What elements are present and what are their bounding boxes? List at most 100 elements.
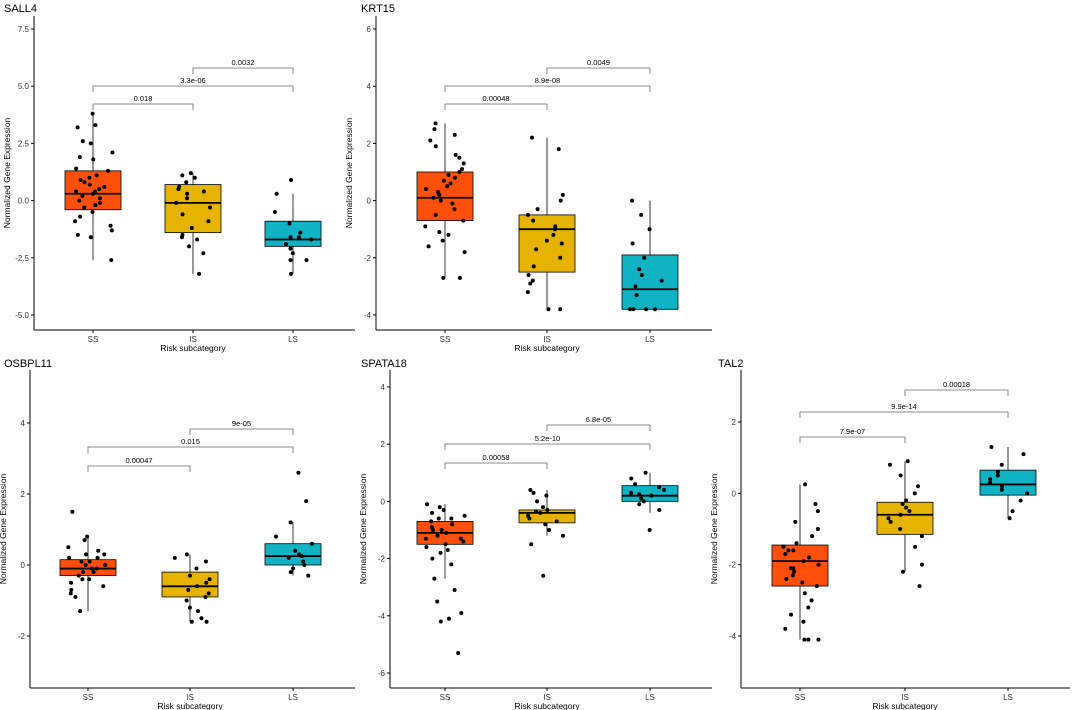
data-point xyxy=(460,167,465,172)
data-point xyxy=(74,189,79,194)
data-point xyxy=(187,605,192,610)
data-point xyxy=(450,201,455,206)
data-point xyxy=(69,580,74,585)
data-point xyxy=(423,224,428,229)
y-tick-label: 6 xyxy=(367,25,372,34)
data-point xyxy=(913,544,918,549)
p-value-label: 9e-05 xyxy=(232,419,251,428)
data-point xyxy=(637,502,642,507)
data-point xyxy=(283,242,288,247)
panel-title: SPATA18 xyxy=(361,358,407,370)
data-point xyxy=(535,207,540,212)
p-value-label: 7.9e-07 xyxy=(840,427,865,436)
data-point xyxy=(195,237,200,242)
data-point xyxy=(180,173,185,178)
x-tick-label: SS xyxy=(440,335,451,344)
data-point xyxy=(68,591,73,596)
data-point xyxy=(789,612,794,617)
data-point xyxy=(73,219,78,224)
data-point xyxy=(554,519,559,524)
data-point xyxy=(206,591,211,596)
data-point xyxy=(290,251,295,256)
data-point xyxy=(444,530,449,535)
data-point xyxy=(558,198,563,203)
y-tick-label: 4 xyxy=(21,419,26,428)
x-tick-label: IS xyxy=(543,335,551,344)
data-point xyxy=(559,241,564,246)
x-axis-label: Risk subcategory xyxy=(160,343,226,353)
x-tick-label: LS xyxy=(1003,693,1013,702)
y-tick-label: 2 xyxy=(732,418,737,427)
data-point xyxy=(82,205,87,210)
data-point xyxy=(274,534,279,539)
data-point xyxy=(433,144,438,149)
data-point xyxy=(437,192,442,197)
data-point xyxy=(70,509,75,514)
data-point xyxy=(551,232,556,237)
data-point xyxy=(90,566,95,571)
data-point xyxy=(304,499,309,504)
data-point xyxy=(87,559,92,564)
data-point xyxy=(431,195,436,200)
data-point xyxy=(457,155,462,160)
data-point xyxy=(204,580,209,585)
data-point xyxy=(888,519,893,524)
data-point xyxy=(301,559,306,564)
data-point xyxy=(440,238,445,243)
y-axis-label: Normalized Gene Expression xyxy=(2,117,12,228)
data-point xyxy=(85,534,90,539)
p-value-label: 0.0032 xyxy=(232,58,255,67)
data-point xyxy=(196,609,201,614)
panel-title: KRT15 xyxy=(361,3,395,15)
data-point xyxy=(1000,484,1005,489)
data-point xyxy=(437,505,442,510)
data-point xyxy=(448,181,453,186)
box-ss xyxy=(64,170,122,211)
data-point xyxy=(900,502,905,507)
data-point xyxy=(288,258,293,263)
box-ls xyxy=(264,220,322,247)
comparison-bracket xyxy=(92,103,194,110)
data-point xyxy=(195,584,200,589)
data-point xyxy=(430,510,435,515)
data-point xyxy=(452,207,457,212)
data-point xyxy=(441,507,446,512)
data-point xyxy=(78,214,83,219)
data-point xyxy=(657,485,662,490)
data-point xyxy=(800,580,805,585)
y-tick-label: 4 xyxy=(367,82,372,91)
data-point xyxy=(644,307,649,312)
data-point xyxy=(637,267,642,272)
data-point xyxy=(631,307,636,312)
panel-osbpl11: OSBPL11 -2 0 2 4 Normalized Gene Expression SS… xyxy=(0,358,355,710)
data-point xyxy=(912,491,917,496)
data-point xyxy=(309,237,314,242)
data-point xyxy=(176,187,181,192)
data-point xyxy=(74,166,79,171)
data-point xyxy=(437,230,442,235)
data-point xyxy=(299,554,304,559)
data-point xyxy=(189,226,194,231)
panel-tal2: TAL2 -4 -2 0 2 Normalized Gene Expression SS IS… xyxy=(709,358,1070,710)
comparison-bracket xyxy=(189,428,294,435)
data-point xyxy=(302,563,307,567)
data-point xyxy=(80,194,85,199)
data-point xyxy=(781,544,786,549)
data-point xyxy=(95,555,100,560)
data-point xyxy=(79,559,84,564)
data-point xyxy=(78,178,83,183)
data-point xyxy=(543,522,548,527)
data-point xyxy=(999,462,1004,467)
x-tick-label: SS xyxy=(83,693,94,702)
data-point xyxy=(76,573,81,578)
panel-title: OSBPL11 xyxy=(4,358,52,370)
y-tick-label: 2 xyxy=(367,139,372,148)
data-point xyxy=(898,473,903,478)
comparison-bracket xyxy=(192,67,294,74)
y-axis-label: Normalized Gene Expression xyxy=(358,473,368,584)
data-point xyxy=(545,507,550,512)
data-point xyxy=(633,482,638,487)
data-point xyxy=(96,548,101,553)
data-point xyxy=(201,251,206,256)
data-point xyxy=(93,189,98,194)
